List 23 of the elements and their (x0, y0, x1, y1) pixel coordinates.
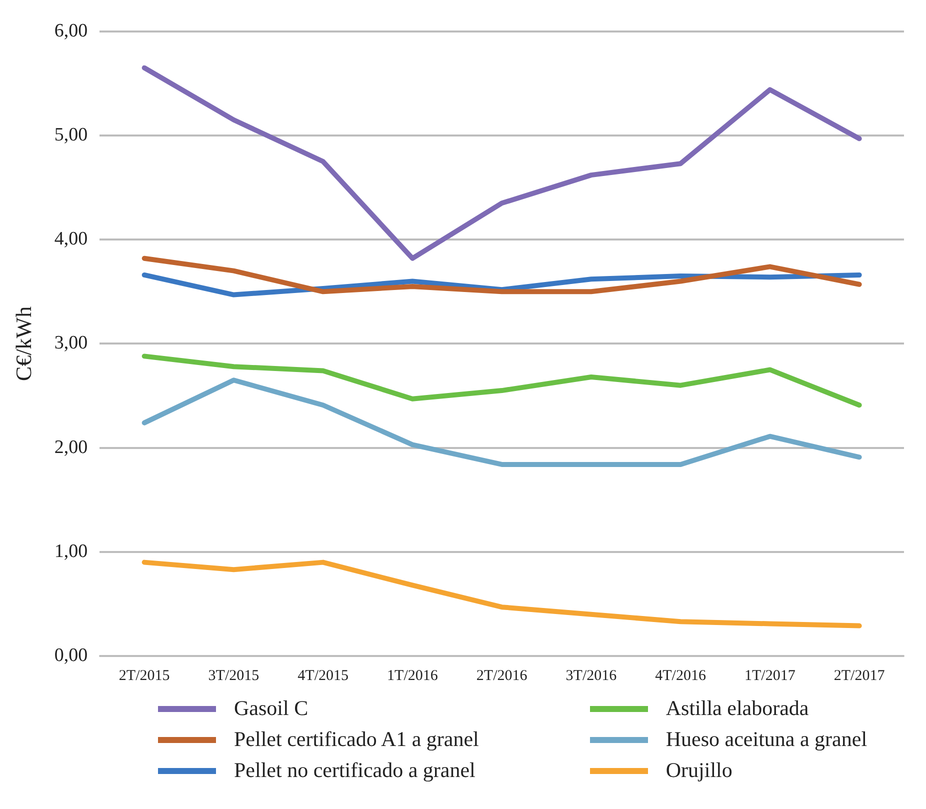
x-tick-label: 3T/2015 (208, 668, 260, 684)
y-axis-title: C€/kWh (10, 306, 36, 381)
x-tick-label: 3T/2016 (566, 668, 618, 684)
x-tick-label: 2T/2016 (476, 668, 528, 684)
y-tick-label: 1,00 (54, 540, 88, 562)
y-tick-label: 4,00 (54, 228, 88, 250)
legend-label: Orujillo (666, 758, 732, 783)
legend-label: Pellet certificado A1 a granel (234, 727, 479, 752)
y-tick-label: 6,00 (54, 20, 88, 42)
x-tick-label: 4T/2016 (655, 668, 706, 684)
x-tick-label: 2T/2015 (118, 668, 170, 684)
y-tick-label: 2,00 (54, 436, 88, 458)
legend-label: Astilla elaborada (666, 696, 809, 721)
x-tick-label: 1T/2016 (387, 668, 438, 684)
y-tick-label: 0,00 (54, 644, 88, 666)
x-tick-label: 4T/2015 (298, 668, 348, 684)
legend-label: Pellet no certificado a granel (234, 758, 476, 783)
y-tick-label: 5,00 (54, 124, 88, 146)
x-tick-label: 1T/2017 (744, 668, 796, 684)
legend-label: Hueso aceituna a granel (666, 727, 868, 752)
legend-label: Gasoil C (234, 696, 308, 721)
y-tick-label: 3,00 (54, 332, 88, 354)
x-tick-label: 2T/2017 (834, 668, 886, 684)
